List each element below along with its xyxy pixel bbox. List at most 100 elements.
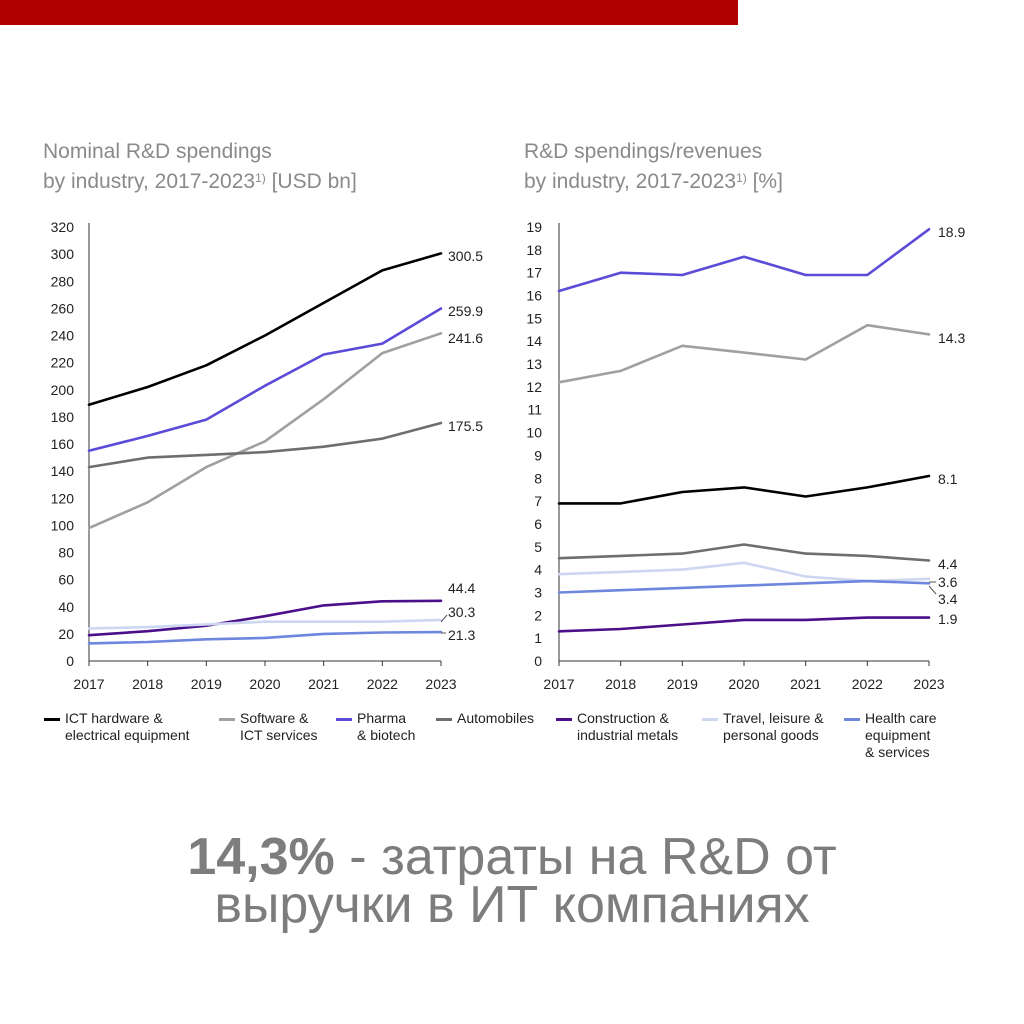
legend-swatch xyxy=(556,718,572,721)
y-tick-label: 260 xyxy=(51,300,75,316)
y-tick-label: 20 xyxy=(58,626,74,642)
legend-swatch xyxy=(219,718,235,721)
x-tick-label: 2019 xyxy=(191,676,222,692)
legend-label-line: electrical equipment xyxy=(65,727,190,743)
x-tick-label: 2021 xyxy=(790,676,821,692)
x-tick-label: 2019 xyxy=(667,676,698,692)
y-tick-label: 280 xyxy=(51,273,75,289)
legend-label-line: personal goods xyxy=(723,727,819,743)
x-tick-label: 2021 xyxy=(308,676,339,692)
x-tick-label: 2020 xyxy=(249,676,280,692)
top-accent-bar xyxy=(0,0,738,25)
chart-title-rd-spendings: Nominal R&D spendings by industry, 2017-… xyxy=(43,139,357,195)
y-tick-label: 0 xyxy=(534,653,542,669)
legend-label-line: Health care xyxy=(865,710,937,726)
legend-label: Software & ICT services xyxy=(240,710,318,744)
x-tick-label: 2017 xyxy=(543,676,574,692)
x-tick-label: 2023 xyxy=(425,676,456,692)
legend-label: Automobiles xyxy=(457,710,534,727)
y-tick-label: 120 xyxy=(51,490,75,506)
end-value-label: 21.3 xyxy=(448,627,475,643)
end-value-label: 14.3 xyxy=(938,330,965,346)
y-tick-label: 40 xyxy=(58,599,74,615)
caption-line-2: выручки в ИТ компаниях xyxy=(214,876,810,934)
x-tick-label: 2017 xyxy=(73,676,104,692)
chart-title-line: by industry, 2017-20231) [%] xyxy=(524,165,783,195)
y-tick-label: 80 xyxy=(58,545,74,561)
series-line xyxy=(557,228,931,293)
y-tick-label: 11 xyxy=(527,402,542,418)
end-value-label: 1.9 xyxy=(938,611,958,627)
end-value-label: 3.4 xyxy=(938,591,958,607)
caption-text: - затраты на R&D от xyxy=(334,828,837,886)
legend-swatch xyxy=(44,718,60,721)
y-tick-label: 17 xyxy=(526,265,542,281)
y-tick-label: 60 xyxy=(58,572,74,588)
y-tick-label: 9 xyxy=(534,447,542,463)
y-tick-label: 140 xyxy=(51,463,75,479)
legend-label-line: Automobiles xyxy=(457,710,535,726)
y-tick-label: 12 xyxy=(526,379,542,395)
y-tick-label: 13 xyxy=(526,356,542,372)
y-tick-label: 200 xyxy=(51,382,75,398)
rd-spendings-line-chart: 0 20 40 60 80 100 120 140 160 180 200 220 240 260 280 3… xyxy=(51,219,484,692)
y-tick-label: 320 xyxy=(51,219,75,235)
series-line xyxy=(557,474,931,505)
series-line xyxy=(87,618,443,630)
legend-swatch xyxy=(436,718,452,721)
end-value-label: 8.1 xyxy=(938,471,958,487)
series-line xyxy=(557,579,931,594)
series-line xyxy=(87,252,443,407)
legend-label-line: ICT services xyxy=(240,727,318,743)
y-tick-label: 240 xyxy=(51,328,75,344)
end-value-label: 3.6 xyxy=(938,574,958,590)
x-tick-label: 2018 xyxy=(605,676,636,692)
series-line xyxy=(557,543,931,562)
chart-title-text: by industry, 2017-2023 xyxy=(43,170,256,193)
legend-swatch xyxy=(844,718,860,721)
x-tick-label: 2023 xyxy=(913,676,944,692)
y-tick-label: 8 xyxy=(534,470,542,486)
chart-unit: [%] xyxy=(746,170,783,193)
x-tick-label: 2022 xyxy=(367,676,398,692)
chart-title-line: by industry, 2017-20231) [USD bn] xyxy=(43,165,357,195)
y-tick-label: 14 xyxy=(526,333,542,349)
end-value-label: 300.5 xyxy=(448,248,483,264)
y-tick-label: 300 xyxy=(51,246,75,262)
legend-label-line: Construction & xyxy=(577,710,669,726)
chart-title-line: Nominal R&D spendings xyxy=(43,140,272,163)
legend-label-line: Travel, leisure & xyxy=(723,710,824,726)
legend-label: Travel, leisure & personal goods xyxy=(723,710,824,744)
y-tick-label: 180 xyxy=(51,409,75,425)
y-tick-label: 1 xyxy=(534,630,542,646)
chart-title-line: R&D spendings/revenues xyxy=(524,140,763,163)
caption: 14,3% - затраты на R&D от выручки в ИТ к… xyxy=(0,831,1024,934)
legend: ICT hardware & electrical equipment Softwa… xyxy=(0,0,1024,760)
end-value-label: 4.4 xyxy=(938,556,958,572)
series-line xyxy=(557,561,931,583)
legend-swatch xyxy=(702,718,718,721)
end-value-label: 18.9 xyxy=(938,224,965,240)
y-tick-label: 19 xyxy=(526,219,542,235)
legend-swatch xyxy=(336,718,352,721)
x-tick-label: 2020 xyxy=(728,676,759,692)
chart-unit: [USD bn] xyxy=(265,170,357,193)
legend-label-line: equipment xyxy=(865,727,931,743)
end-value-label: 259.9 xyxy=(448,303,483,319)
y-tick-label: 6 xyxy=(534,516,542,532)
footnote-marker: 1) xyxy=(255,171,266,185)
end-value-label: 30.3 xyxy=(448,604,475,620)
legend-label-line: & biotech xyxy=(357,727,416,743)
y-tick-label: 100 xyxy=(51,517,75,533)
legend-label-line: Pharma xyxy=(357,710,407,726)
y-tick-label: 3 xyxy=(534,584,542,600)
legend-label: Health care equipment & services xyxy=(865,710,937,761)
y-tick-label: 16 xyxy=(526,288,542,304)
legend-label-line: Software & xyxy=(240,710,309,726)
legend-label-line: ICT hardware & xyxy=(65,710,163,726)
y-tick-label: 5 xyxy=(534,539,542,555)
series-line xyxy=(87,599,443,637)
legend-label: Construction & industrial metals xyxy=(577,710,678,744)
end-value-label: 175.5 xyxy=(448,418,483,434)
